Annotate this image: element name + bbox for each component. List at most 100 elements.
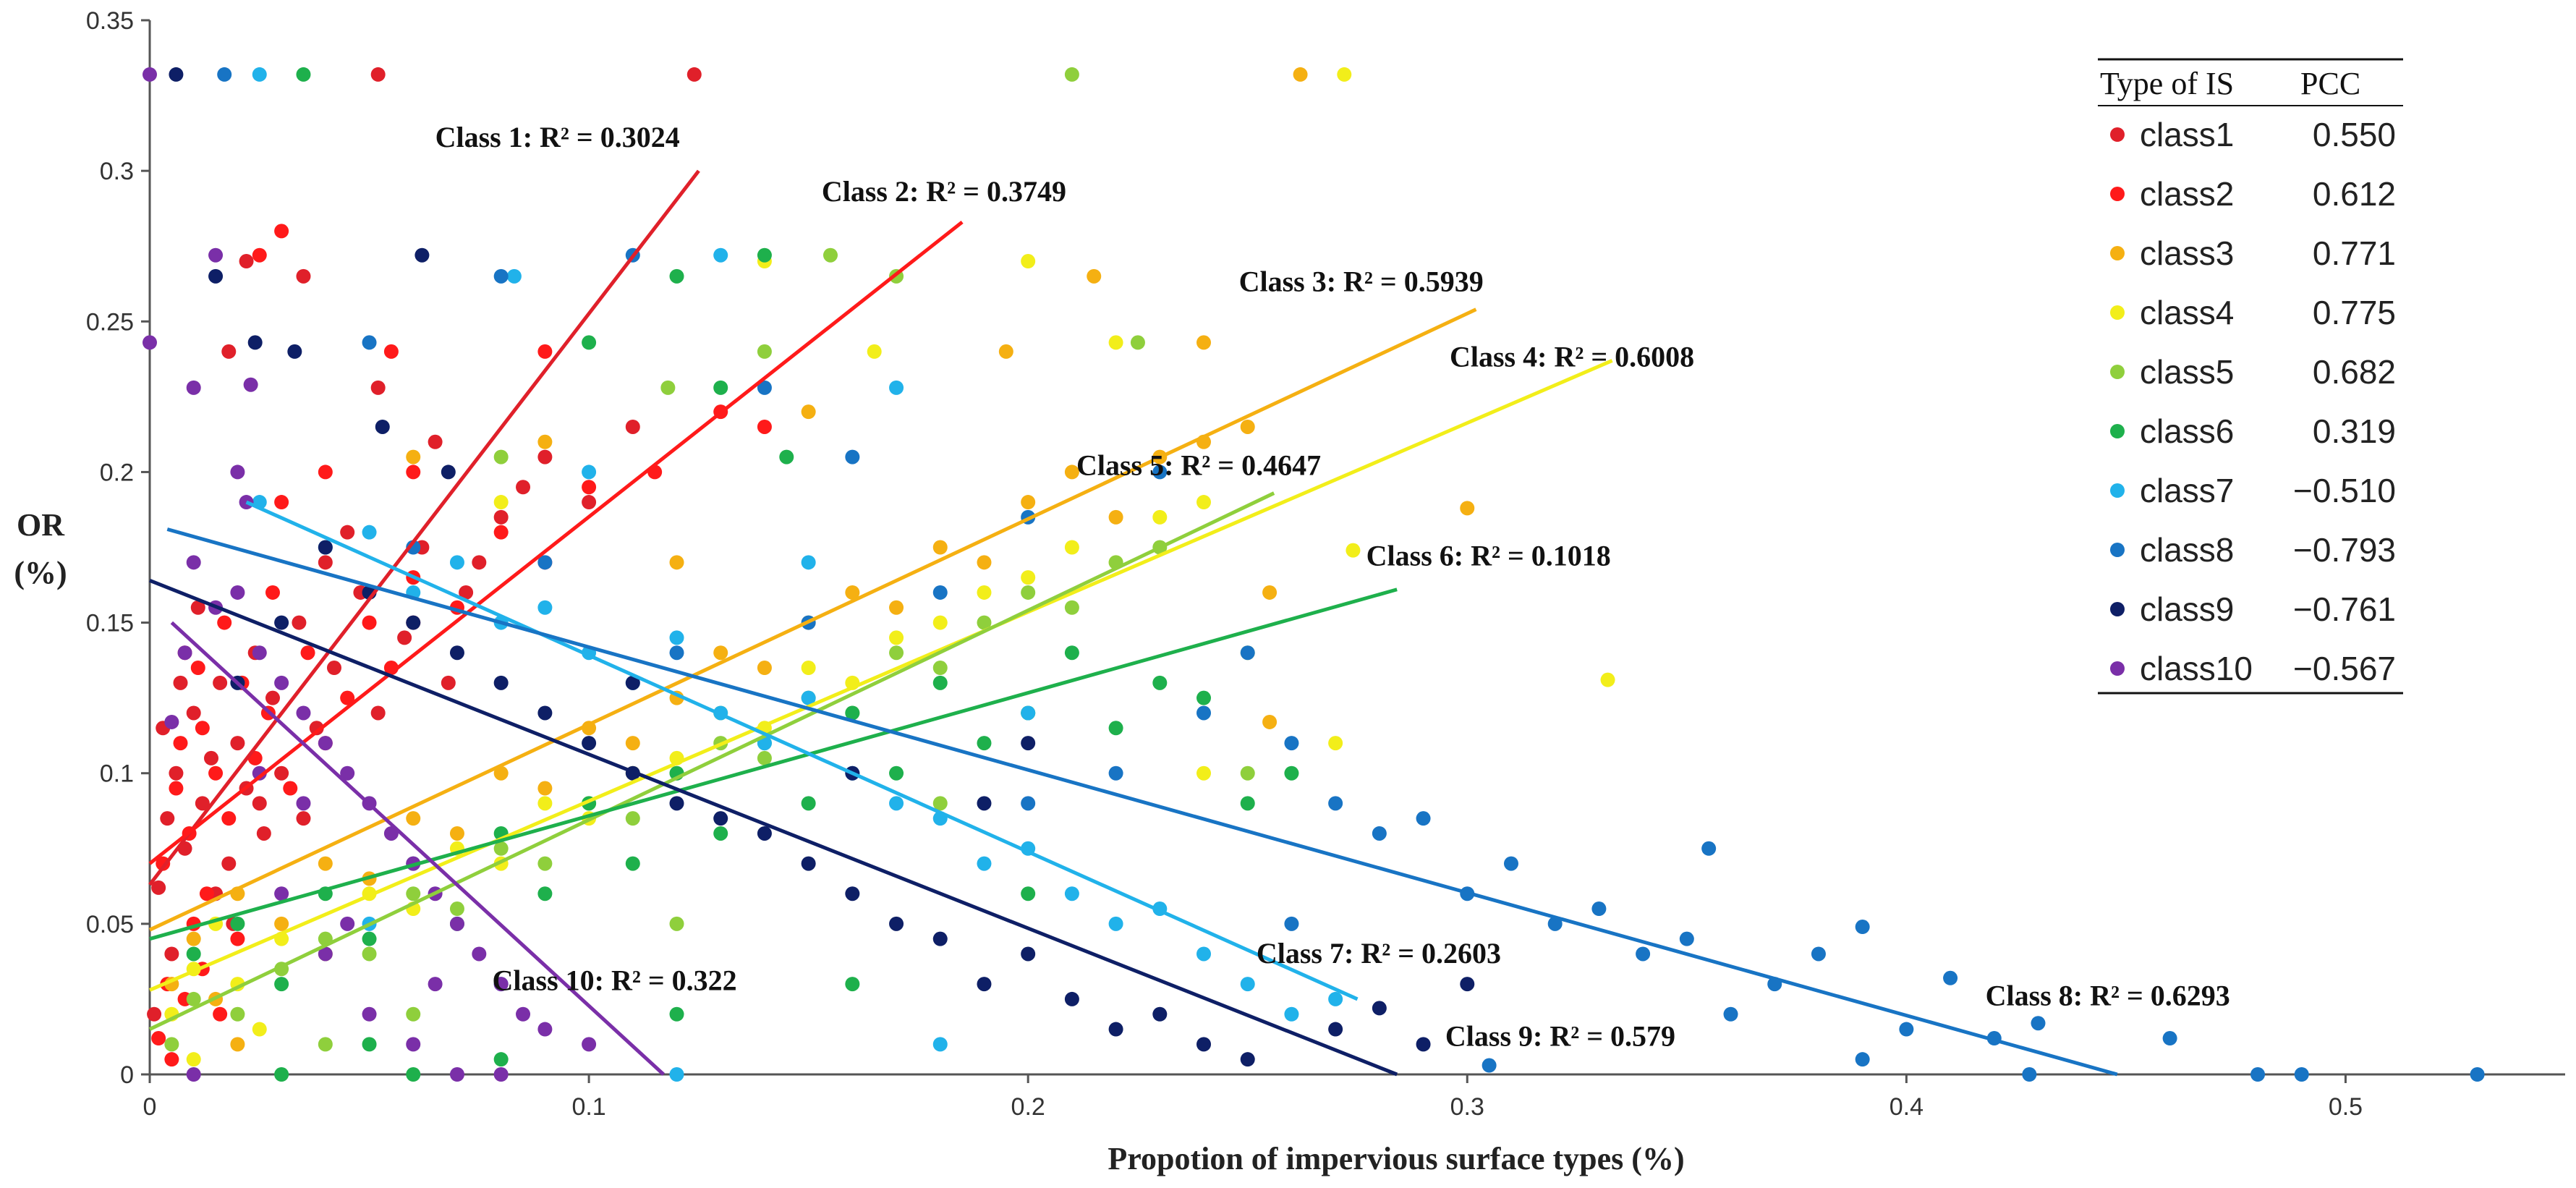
data-point-class6 [230, 916, 245, 931]
data-point-class6 [362, 1037, 377, 1052]
legend-pcc-class4: 0.775 [2313, 294, 2396, 331]
legend-pcc-class9: −0.761 [2293, 590, 2396, 628]
data-point-class8 [493, 268, 509, 284]
data-point-class10 [143, 67, 157, 82]
data-point-class4 [493, 495, 509, 510]
data-point-class9 [537, 705, 553, 721]
data-point-class6 [845, 977, 860, 992]
data-point-class8 [2470, 1067, 2485, 1082]
data-point-class2 [362, 615, 377, 630]
data-point-class7 [801, 690, 816, 705]
data-point-class10 [296, 796, 311, 811]
legend-label-class7: class7 [2140, 472, 2234, 509]
x-tick-label: 0.1 [571, 1093, 605, 1121]
trend-line-class9 [149, 578, 1398, 1077]
trend-line-class3 [148, 307, 1477, 932]
data-point-class7 [1196, 946, 1212, 962]
data-point-class3 [1087, 268, 1102, 284]
data-point-class6 [932, 675, 948, 690]
data-point-class9 [1152, 1006, 1168, 1022]
data-point-class10 [252, 765, 267, 781]
data-point-class5 [164, 1037, 179, 1052]
y-tick-label: 0.35 [86, 7, 134, 35]
data-point-class10 [493, 1067, 509, 1082]
data-point-class8 [1811, 946, 1826, 962]
data-point-class2 [221, 811, 237, 826]
data-point-class5 [625, 811, 640, 826]
data-point-class7 [582, 464, 597, 480]
legend-label-class8: class8 [2140, 531, 2234, 569]
data-point-class3 [1262, 714, 1278, 729]
data-point-class3 [669, 555, 684, 570]
data-point-class7 [1284, 1006, 1299, 1022]
data-point-class5 [822, 247, 838, 263]
data-point-class10 [208, 247, 224, 263]
data-point-class1 [230, 736, 245, 751]
legend-marker-class3 [2110, 246, 2125, 260]
data-point-class1 [370, 67, 386, 82]
data-point-class8 [1899, 1022, 1914, 1037]
data-point-class8 [1855, 920, 1870, 935]
data-point-class10 [296, 705, 311, 721]
data-point-class8 [1284, 916, 1299, 931]
data-point-class7 [537, 600, 553, 615]
data-point-class2 [274, 495, 289, 510]
data-point-class3 [713, 645, 728, 661]
annotation-class9: Class 9: R² = 0.579 [1445, 1019, 1675, 1052]
data-point-class3 [493, 765, 509, 781]
data-point-class7 [506, 268, 522, 284]
data-point-class9 [318, 540, 333, 555]
data-point-class8 [1416, 811, 1431, 826]
legend-rows: class1 0.550 class2 0.612 class3 0.771 class4 0… [2110, 116, 2396, 687]
data-point-class9 [977, 796, 992, 811]
legend-marker-class6 [2110, 424, 2125, 438]
data-point-class10 [274, 886, 289, 901]
legend-marker-class8 [2110, 543, 2125, 557]
data-point-class1 [213, 675, 228, 690]
data-point-class7 [889, 796, 904, 811]
data-point-class5 [932, 661, 948, 676]
data-point-class9 [1460, 977, 1475, 992]
data-point-class9 [274, 615, 289, 630]
data-point-class2 [169, 781, 184, 796]
data-point-class1 [326, 661, 341, 676]
data-point-class9 [669, 796, 684, 811]
y-tick-label: 0.05 [86, 911, 134, 938]
data-point-class2 [208, 765, 224, 781]
data-point-class7 [362, 525, 377, 540]
data-point-class3 [1108, 509, 1123, 525]
data-point-class8 [406, 540, 421, 555]
data-point-class4 [1108, 335, 1123, 350]
data-point-class4 [1346, 543, 1361, 558]
data-point-class10 [186, 1067, 201, 1082]
legend-header-pcc: PCC [2300, 66, 2360, 101]
data-point-class3 [186, 931, 201, 946]
legend-label-class4: class4 [2140, 294, 2234, 331]
data-point-class9 [441, 464, 456, 480]
data-point-class5 [493, 449, 509, 464]
data-point-class2 [252, 247, 267, 263]
data-point-class2 [151, 1031, 166, 1046]
data-point-class8 [2022, 1067, 2037, 1082]
data-point-class8 [757, 380, 772, 395]
data-point-class10 [406, 1037, 421, 1052]
x-tick-label: 0.2 [1011, 1093, 1045, 1121]
data-point-class10 [449, 1067, 464, 1082]
data-point-class6 [1152, 675, 1168, 690]
annotation-class4: Class 4: R² = 0.6008 [1450, 341, 1694, 373]
data-point-class5 [318, 1037, 333, 1052]
data-point-class9 [287, 344, 302, 359]
data-point-class6 [1240, 796, 1255, 811]
data-point-class3 [406, 449, 421, 464]
data-point-class3 [845, 585, 860, 600]
data-point-class8 [2250, 1067, 2266, 1082]
data-point-class10 [143, 335, 157, 350]
data-point-class10 [582, 1037, 597, 1052]
data-point-class6 [1021, 886, 1036, 901]
data-point-class8 [1108, 765, 1123, 781]
data-point-class7 [932, 1037, 948, 1052]
data-point-class3 [274, 916, 289, 931]
data-point-class8 [2294, 1067, 2309, 1082]
data-point-class7 [1328, 991, 1343, 1006]
data-point-class8 [1591, 901, 1607, 917]
